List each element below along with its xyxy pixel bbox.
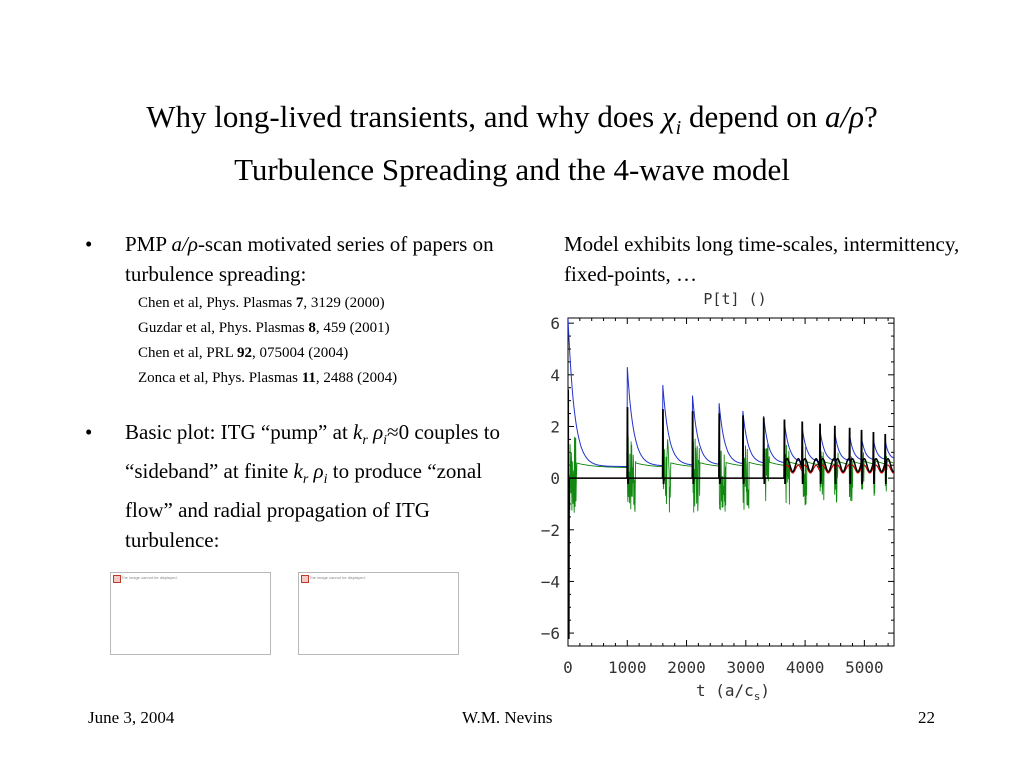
broken-image-icon [113,575,121,583]
rho-subscript: i [323,472,328,488]
y-tick-labels: 6 4 2 0 −2 −4 −6 [541,314,560,643]
footer-date: June 3, 2004 [88,708,175,727]
reference-item: Guzdar et al, Phys. Plasmas 8, 459 (2001… [138,316,505,341]
footer-page-number: 22 [918,708,935,727]
image-placeholder: The image cannot be displayed. [298,572,459,655]
title-line-1: Why long-lived transients, and why does … [0,96,1024,149]
chi-symbol: χ [661,99,676,134]
bullet-text: -scan motivated series of papers on turb… [125,232,494,286]
placeholder-caption: The image cannot be displayed. [121,575,178,580]
rho-subscript: i [383,433,388,449]
y-tick-label: 4 [550,366,560,385]
reference-text: Zonca et al, Phys. Plasmas [138,370,302,386]
bullet-text: PMP [125,232,172,256]
x-tick-label: 2000 [667,658,706,677]
chart-title: P[t] () [703,290,766,308]
broken-image-icon [301,575,309,583]
y-tick-label: 2 [550,417,560,436]
k-symbol: k [353,420,363,444]
series-line [568,436,894,513]
k-subscript: r [362,433,368,449]
reference-item: Zonca et al, Phys. Plasmas 11, 2488 (200… [138,366,505,391]
a-rho-symbol: a/ρ [824,99,864,134]
x-tick-label: 4000 [786,658,825,677]
series-line [568,389,894,640]
x-tick-label: 0 [563,658,573,677]
x-axis-label-subscript: s [754,690,761,703]
reference-volume: 7 [295,295,304,311]
a-rho-symbol: a/ρ [171,232,198,256]
slide-title: Why long-lived transients, and why does … [0,96,1024,190]
plot-frame [567,317,895,647]
chart-caption: Model exhibits long time-scales, intermi… [564,232,960,286]
bullet-marker: • [85,420,93,444]
reference-text: , 075004 (2004) [252,345,349,361]
title-line-2: Turbulence Spreading and the 4-wave mode… [234,152,790,188]
bullet-1: • PMP a/ρ-scan motivated series of paper… [85,229,505,289]
rho-symbol: ρ [308,459,324,484]
x-axis-label-text: t (a/c [696,681,754,700]
reference-text: , 2488 (2004) [315,370,398,386]
x-tick-label: 3000 [727,658,766,677]
k-subscript: r [302,472,309,488]
series-group [568,318,894,640]
title-text: Why long-lived transients, and why does [146,99,662,134]
bullet-marker: • [85,232,93,256]
reference-item: Chen et al, Phys. Plasmas 7, 3129 (2000) [138,291,505,316]
axis-ticks [567,318,894,646]
rho-symbol: ρ [367,420,384,444]
reference-text: Chen et al, Phys. Plasmas [138,295,296,311]
placeholder-caption: The image cannot be displayed. [309,575,366,580]
x-tick-label: 5000 [845,658,884,677]
reference-item: Chen et al, PRL 92, 075004 (2004) [138,341,505,366]
series-line [568,318,894,467]
title-text: ? [863,99,878,134]
x-axis-label: t (a/cs) [696,681,770,703]
y-tick-label: −6 [541,624,560,643]
footer-author: W.M. Nevins [462,708,553,727]
x-tick-label: 1000 [608,658,647,677]
title-text: depend on [681,99,825,134]
time-series-chart: P[t] () 6 4 2 0 −2 −4 −6 0 1000 2000 3000 4000 5000… [541,290,895,703]
reference-volume: 92 [237,345,253,361]
image-placeholder: The image cannot be displayed. [110,572,271,655]
left-column: • PMP a/ρ-scan motivated series of paper… [85,229,505,555]
reference-volume: 11 [301,370,316,386]
bullet-text: to produce “zonal flow” and radial propa… [125,459,483,553]
k-symbol: k [293,459,303,484]
bullet-text: ≈0 couples to “sideband” at finite [125,420,501,484]
y-tick-label: 0 [550,469,560,488]
y-tick-label: −4 [541,572,560,591]
reference-text: , 459 (2001) [315,320,390,336]
reference-volume: 8 [308,320,316,336]
reference-list: Chen et al, Phys. Plasmas 7, 3129 (2000)… [138,291,505,391]
bullet-2: • Basic plot: ITG “pump” at kr ρi≈0 coup… [85,417,505,555]
y-tick-label: 6 [550,314,560,333]
reference-text: , 3129 (2000) [303,295,385,311]
y-tick-label: −2 [541,521,560,540]
x-axis-label-end: ) [760,681,770,700]
chi-subscript: i [675,117,682,140]
x-tick-labels: 0 1000 2000 3000 4000 5000 [563,658,883,677]
bullet-text: Basic plot: ITG “pump” at [125,420,354,444]
reference-text: Guzdar et al, Phys. Plasmas [138,320,309,336]
reference-text: Chen et al, PRL [138,345,238,361]
